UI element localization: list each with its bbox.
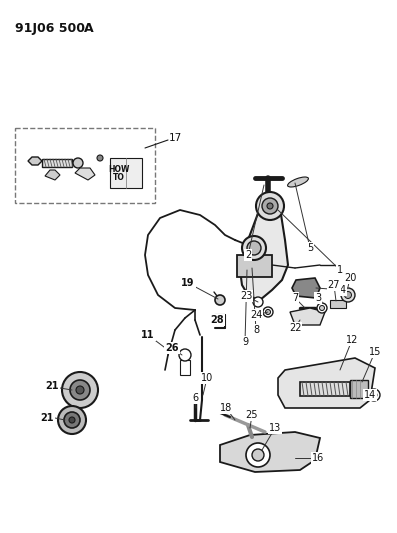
Text: A: A (84, 22, 94, 35)
Circle shape (267, 203, 273, 209)
Circle shape (179, 349, 191, 361)
Polygon shape (28, 157, 42, 165)
Circle shape (247, 241, 261, 255)
Text: 28: 28 (210, 315, 224, 325)
Bar (237, 255, 272, 277)
Text: 7: 7 (292, 293, 298, 303)
Bar (300, 382, 350, 396)
Bar (350, 380, 368, 398)
Polygon shape (292, 278, 320, 298)
Text: TO: TO (113, 174, 125, 182)
Text: 12: 12 (346, 335, 358, 345)
Text: 10: 10 (201, 373, 213, 383)
Text: 6: 6 (192, 393, 198, 403)
Circle shape (252, 449, 264, 461)
Text: 18: 18 (220, 403, 232, 413)
Polygon shape (290, 308, 325, 325)
Text: 25: 25 (246, 410, 258, 420)
FancyBboxPatch shape (15, 128, 155, 203)
Text: 27: 27 (328, 280, 340, 290)
Text: 23: 23 (240, 291, 252, 301)
Polygon shape (278, 358, 375, 408)
Circle shape (341, 288, 355, 302)
Text: 26: 26 (165, 343, 179, 353)
Text: HOW: HOW (108, 166, 130, 174)
Circle shape (58, 406, 86, 434)
Circle shape (345, 292, 351, 298)
Text: 11: 11 (141, 330, 155, 340)
Text: 13: 13 (269, 423, 281, 433)
Polygon shape (45, 170, 60, 180)
Circle shape (317, 303, 327, 313)
Bar (110, 158, 142, 188)
Text: 22: 22 (289, 323, 301, 333)
Circle shape (62, 372, 98, 408)
Text: 16: 16 (312, 453, 324, 463)
Text: 15: 15 (369, 347, 381, 357)
Circle shape (215, 295, 225, 305)
Circle shape (263, 307, 273, 317)
Bar (180, 360, 190, 375)
Text: 91J06 500: 91J06 500 (15, 22, 85, 35)
Circle shape (73, 158, 83, 168)
Polygon shape (240, 208, 288, 300)
Text: 8: 8 (253, 325, 259, 335)
Polygon shape (220, 432, 320, 472)
Ellipse shape (287, 177, 308, 187)
Text: 1: 1 (337, 265, 343, 275)
Circle shape (368, 389, 380, 401)
Text: 9: 9 (242, 337, 248, 347)
Text: 4: 4 (340, 285, 346, 295)
Circle shape (320, 305, 324, 311)
Circle shape (64, 412, 80, 428)
Circle shape (97, 155, 103, 161)
Text: 21: 21 (40, 413, 54, 423)
Circle shape (242, 236, 266, 260)
Bar (42, 159, 72, 167)
Text: 20: 20 (344, 273, 356, 283)
Bar (330, 300, 346, 308)
Circle shape (76, 386, 84, 394)
Circle shape (69, 417, 75, 423)
Text: 17: 17 (168, 133, 181, 143)
Text: 19: 19 (181, 278, 195, 288)
Text: 5: 5 (307, 243, 313, 253)
Text: 21: 21 (45, 381, 59, 391)
Circle shape (256, 192, 284, 220)
Text: 14: 14 (364, 390, 376, 400)
Polygon shape (75, 168, 95, 180)
Circle shape (253, 297, 263, 307)
Circle shape (70, 380, 90, 400)
Circle shape (246, 443, 270, 467)
Circle shape (262, 198, 278, 214)
Text: 24: 24 (250, 310, 262, 320)
Circle shape (371, 392, 377, 398)
Text: 3: 3 (315, 293, 321, 303)
Circle shape (266, 310, 270, 314)
Text: 2: 2 (245, 250, 251, 260)
